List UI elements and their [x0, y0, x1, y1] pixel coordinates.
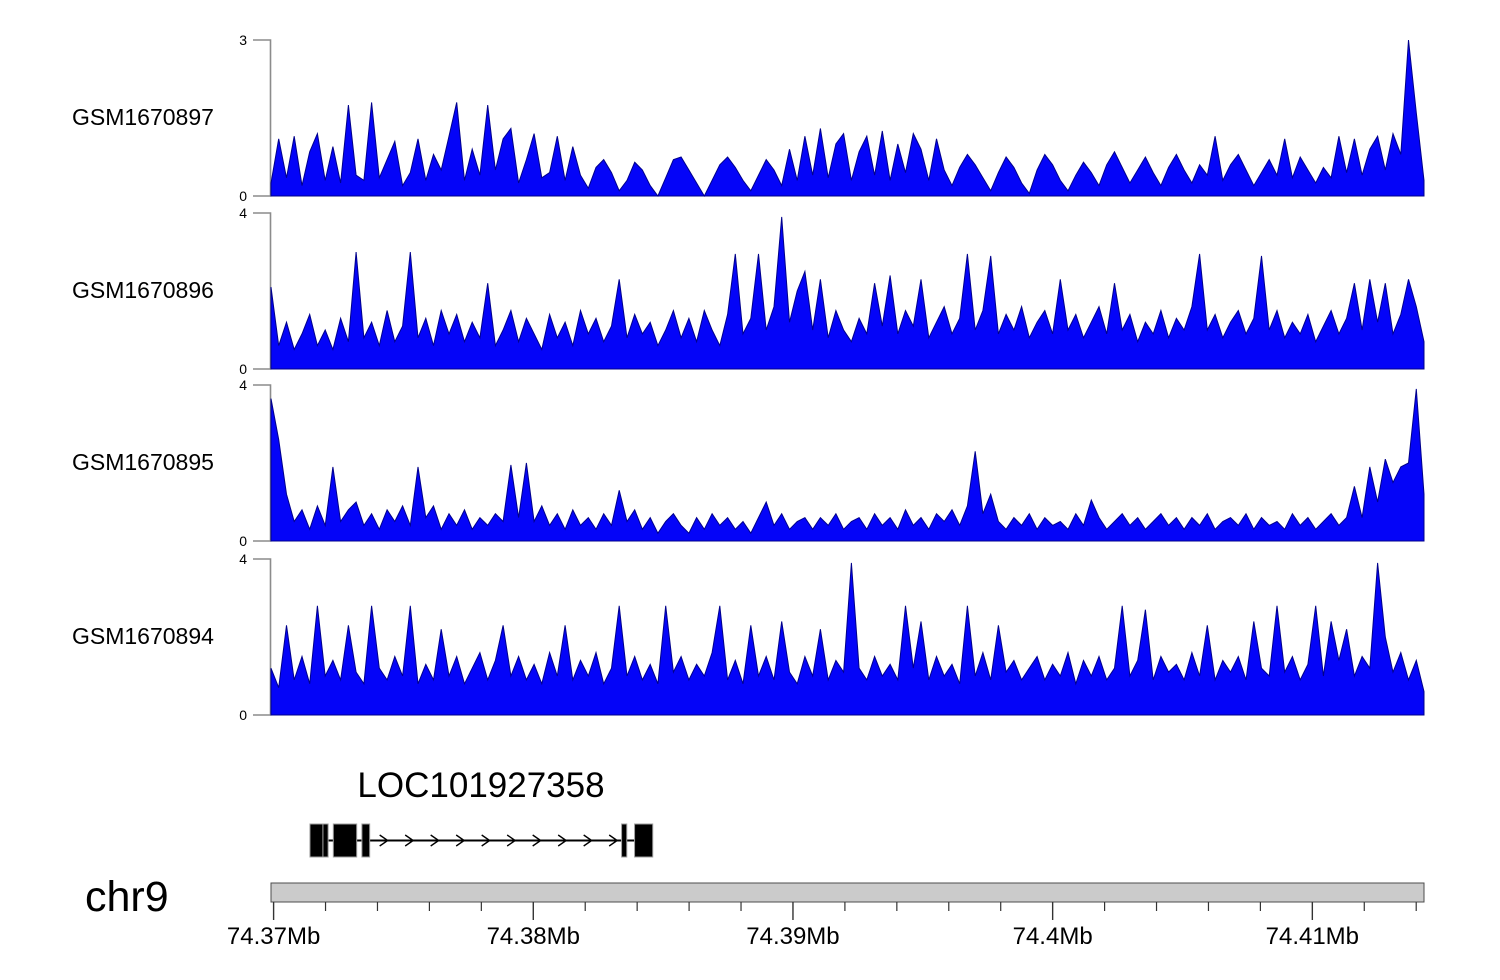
ruler-tick-label: 74.39Mb [746, 923, 839, 950]
ruler-tick-label: 74.4Mb [1013, 923, 1093, 950]
exon-box [361, 823, 371, 858]
exon-box [621, 823, 628, 858]
strand-arrow-icon [608, 834, 619, 847]
strand-arrow-icon [430, 834, 440, 847]
strand-arrow-icon [379, 834, 389, 847]
strand-arrow-icon [404, 834, 415, 847]
y-axis-min-label-GSM1670897: 0 [239, 188, 247, 204]
track-label-gsm1670897: GSM1670897 [72, 104, 214, 130]
y-axis-min-label-GSM1670896: 0 [239, 361, 247, 377]
ruler-tick-label: 74.41Mb [1266, 923, 1359, 950]
ruler-tick-label: 74.38Mb [487, 923, 580, 950]
ruler-tick-label: 74.37Mb [227, 923, 320, 950]
exon-box [309, 823, 324, 858]
y-axis-max-label-GSM1670897: 3 [239, 32, 247, 48]
y-axis-GSM1670894 [253, 558, 272, 716]
coverage-area-GSM1670895 [270, 388, 1425, 542]
track-label-gsm1670894: GSM1670894 [72, 623, 214, 649]
coverage-area-GSM1670897 [270, 39, 1425, 198]
y-axis-max-label-GSM1670896: 4 [239, 205, 247, 221]
gene-name-label: LOC101927358 [357, 766, 605, 805]
coverage-area-GSM1670896 [270, 216, 1425, 370]
track-label-gsm1670895: GSM1670895 [72, 449, 214, 475]
y-axis-GSM1670896 [253, 212, 272, 370]
strand-arrow-icon [481, 834, 491, 847]
y-axis-max-label-GSM1670894: 4 [239, 551, 247, 567]
y-axis-GSM1670895 [253, 384, 272, 542]
coverage-area-GSM1670894 [270, 562, 1425, 716]
strand-arrow-icon [506, 834, 517, 847]
chromosome-label: chr9 [85, 873, 169, 921]
exon-box [322, 823, 329, 858]
y-axis-GSM1670897 [253, 39, 272, 197]
y-axis-max-label-GSM1670895: 4 [239, 377, 247, 393]
y-axis-min-label-GSM1670895: 0 [239, 533, 247, 549]
track-label-gsm1670896: GSM1670896 [72, 277, 214, 303]
strand-arrow-icon [583, 834, 593, 847]
chromosome-ruler-bar [270, 882, 1425, 903]
exon-box [634, 823, 654, 858]
strand-arrow-icon [557, 834, 568, 847]
y-axis-min-label-GSM1670894: 0 [239, 707, 247, 723]
strand-arrow-icon [455, 834, 466, 847]
strand-arrow-icon [532, 834, 542, 847]
exon-box [332, 823, 358, 858]
